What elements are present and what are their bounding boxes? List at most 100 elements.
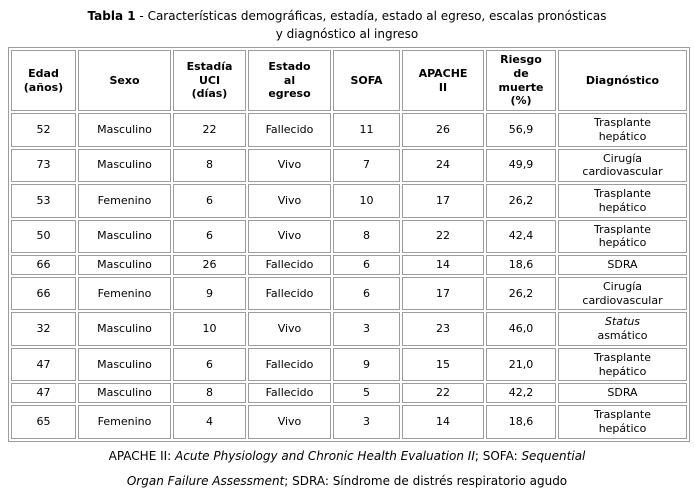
data-table: Edad (años) Sexo Estadía UCI (días) Esta… (8, 47, 690, 442)
col-header-diagnostico: Diagnóstico (558, 50, 687, 111)
table-row: 65 Femenino 4 Vivo 3 14 18,6 Trasplante hepátic… (11, 405, 687, 439)
cell-sexo: Masculino (78, 255, 171, 275)
cell-sexo: Femenino (78, 405, 171, 439)
cell-estado-egreso: Vivo (248, 184, 331, 218)
cell-apache-ii: 15 (402, 347, 484, 382)
cell-riesgo-muerte: 46,0 (486, 312, 556, 346)
cell-diagnostico: Cirugía cardiovascular (558, 276, 687, 311)
cell-edad: 47 (11, 383, 76, 403)
cell-apache-ii: 23 (402, 312, 484, 346)
cell-apache-ii: 22 (402, 383, 484, 403)
cell-apache-ii: 14 (402, 405, 484, 439)
table-row: 47 Masculino 8 Fallecido 5 22 42,2 SDRA (11, 383, 687, 403)
text-segment: asmático (597, 329, 648, 342)
table-row: 32 Masculino 10 Vivo 3 23 46,0 Status asmático (11, 312, 687, 346)
text-segment: Trasplante hepático (594, 116, 651, 143)
cell-estadia-uci: 9 (173, 276, 246, 311)
cell-apache-ii: 22 (402, 219, 484, 253)
cell-diagnostico: Trasplante hepático (558, 113, 687, 147)
cell-edad: 47 (11, 347, 76, 382)
cell-edad: 52 (11, 113, 76, 147)
text-segment: Trasplante hepático (594, 187, 651, 214)
text-segment: ; SDRA: Síndrome de distrés respiratorio… (284, 473, 568, 488)
cell-estado-egreso: Fallecido (248, 383, 331, 403)
text-segment: Status (604, 315, 641, 329)
text-segment: APACHE II: (108, 448, 176, 463)
cell-estado-egreso: Vivo (248, 219, 331, 253)
text-segment: Trasplante hepático (594, 222, 651, 250)
cell-estadia-uci: 6 (173, 347, 246, 382)
text-segment: Acute Physiology and Chronic Health Eval… (175, 448, 475, 463)
cell-diagnostico: Trasplante hepático (558, 347, 687, 382)
cell-estadia-uci: 26 (173, 255, 246, 275)
cell-riesgo-muerte: 42,4 (486, 219, 556, 253)
cell-estadia-uci: 22 (173, 113, 246, 147)
cell-estado-egreso: Vivo (248, 312, 331, 346)
cell-edad: 73 (11, 148, 76, 182)
cell-estadia-uci: 8 (173, 148, 246, 182)
col-header-estadia-uci: Estadía UCI (días) (173, 50, 246, 111)
cell-diagnostico: Trasplante hepático (558, 184, 687, 218)
cell-estado-egreso: Fallecido (248, 113, 331, 147)
col-header-riesgo-muerte: Riesgo de muerte (%) (486, 50, 556, 111)
cell-riesgo-muerte: 56,9 (486, 113, 556, 147)
cell-apache-ii: 24 (402, 148, 484, 182)
cell-sofa: 8 (333, 219, 400, 253)
cell-sexo: Masculino (78, 219, 171, 253)
table-body: 52 Masculino 22 Fallecido 11 26 56,9 Trasplante… (11, 113, 687, 439)
cell-diagnostico: Status asmático (558, 312, 687, 346)
text-segment: Trasplante hepático (594, 408, 651, 435)
cell-estadia-uci: 6 (173, 184, 246, 218)
cell-sexo: Femenino (78, 276, 171, 311)
cell-riesgo-muerte: 18,6 (486, 255, 556, 275)
table-footnote: APACHE II: Acute Physiology and Chronic … (0, 444, 694, 494)
cell-edad: 53 (11, 184, 76, 218)
cell-riesgo-muerte: 49,9 (486, 148, 556, 182)
cell-sofa: 7 (333, 148, 400, 182)
cell-edad: 32 (11, 312, 76, 346)
col-header-apache-ii: APACHE II (402, 50, 484, 111)
text-segment: - Características demográficas, estadía,… (139, 9, 607, 41)
col-header-sexo: Sexo (78, 50, 171, 111)
cell-sexo: Masculino (78, 312, 171, 346)
cell-apache-ii: 17 (402, 276, 484, 311)
table-row: 66 Masculino 26 Fallecido 6 14 18,6 SDRA (11, 255, 687, 275)
cell-diagnostico: SDRA (558, 383, 687, 403)
text-segment: ; SOFA: (474, 448, 522, 463)
table-row: 66 Femenino 9 Fallecido 6 17 26,2 Cirugía cardi… (11, 276, 687, 311)
cell-sexo: Masculino (78, 347, 171, 382)
cell-riesgo-muerte: 26,2 (486, 276, 556, 311)
col-header-edad: Edad (años) (11, 50, 76, 111)
cell-sexo: Femenino (78, 184, 171, 218)
cell-apache-ii: 14 (402, 255, 484, 275)
cell-diagnostico: Trasplante hepático (558, 405, 687, 439)
table-row: 52 Masculino 22 Fallecido 11 26 56,9 Trasplante… (11, 113, 687, 147)
cell-estadia-uci: 10 (173, 312, 246, 346)
text-segment: SDRA (607, 258, 638, 271)
cell-riesgo-muerte: 26,2 (486, 184, 556, 218)
text-segment: Sequential (521, 448, 586, 463)
header-row: Edad (años) Sexo Estadía UCI (días) Esta… (11, 50, 687, 111)
cell-sexo: Masculino (78, 148, 171, 182)
cell-sexo: Masculino (78, 113, 171, 147)
col-header-sofa: SOFA (333, 50, 400, 111)
cell-diagnostico: Cirugía cardiovascular (558, 148, 687, 182)
cell-estado-egreso: Vivo (248, 405, 331, 439)
cell-riesgo-muerte: 18,6 (486, 405, 556, 439)
cell-estadia-uci: 6 (173, 219, 246, 253)
text-segment: Tabla 1 (87, 9, 136, 23)
table-row: 53 Femenino 6 Vivo 10 17 26,2 Trasplante hepáti… (11, 184, 687, 218)
cell-sofa: 10 (333, 184, 400, 218)
cell-estadia-uci: 4 (173, 405, 246, 439)
cell-sofa: 3 (333, 405, 400, 439)
cell-edad: 65 (11, 405, 76, 439)
cell-sexo: Masculino (78, 383, 171, 403)
table-title: Tabla 1 - Características demográficas, … (0, 0, 694, 43)
text-segment: SDRA (607, 386, 638, 400)
col-header-estado-egreso: Estado al egreso (248, 50, 331, 111)
table-row: 73 Masculino 8 Vivo 7 24 49,9 Cirugía cardiovas… (11, 148, 687, 182)
cell-sofa: 3 (333, 312, 400, 346)
table-row: 50 Masculino 6 Vivo 8 22 42,4 Trasplante hepáti… (11, 219, 687, 253)
cell-sofa: 11 (333, 113, 400, 147)
cell-diagnostico: Trasplante hepático (558, 219, 687, 253)
